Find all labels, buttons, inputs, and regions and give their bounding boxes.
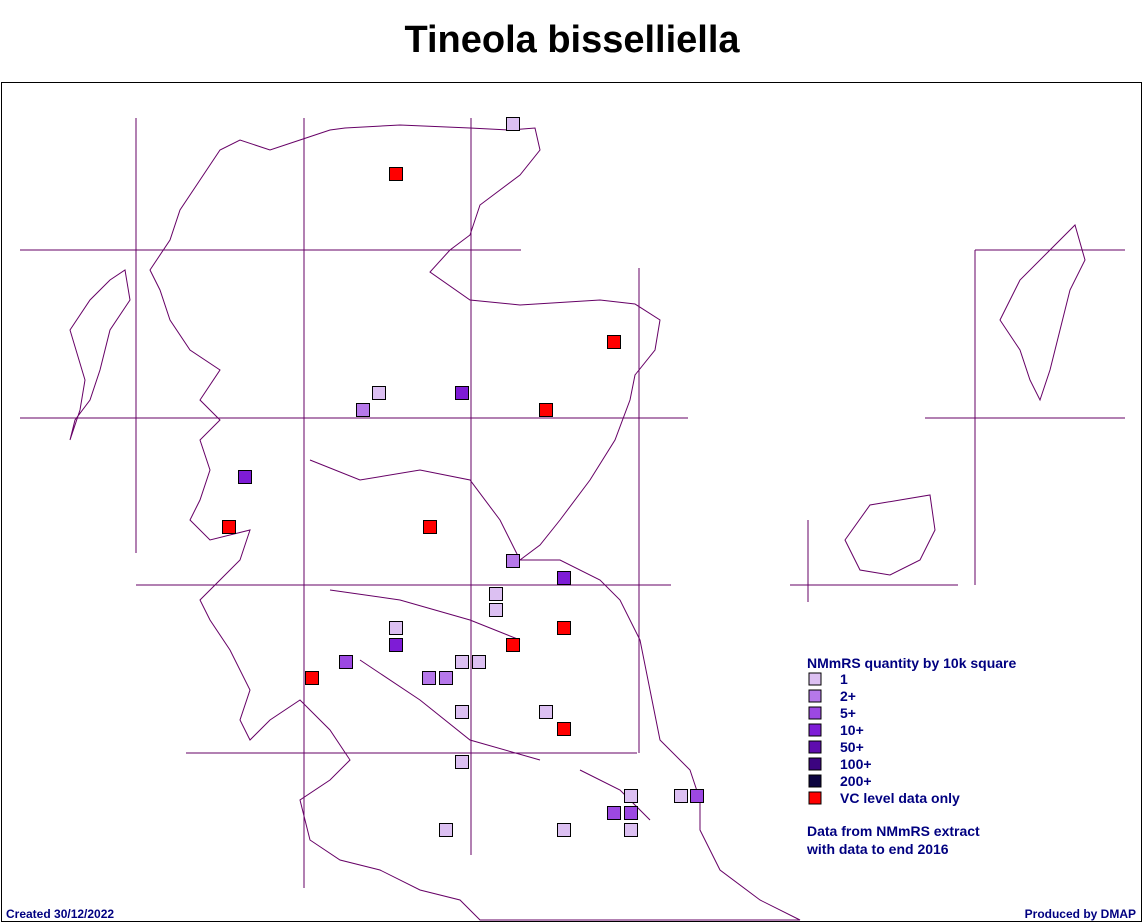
legend-swatch — [808, 740, 822, 754]
record-square — [506, 638, 520, 652]
legend-swatch — [808, 791, 822, 805]
record-square — [557, 621, 571, 635]
legend: 12+5+10+50+100+200+VC level data only — [808, 671, 960, 806]
record-square — [506, 117, 520, 131]
legend-swatch — [808, 757, 822, 771]
record-square — [557, 823, 571, 837]
record-square — [455, 755, 469, 769]
created: Created 30/12/2022 — [6, 907, 114, 921]
legend-label: 50+ — [840, 739, 864, 755]
legend-label: 2+ — [840, 688, 856, 704]
record-square — [690, 789, 704, 803]
record-square — [455, 705, 469, 719]
record-square — [539, 403, 553, 417]
record-square — [389, 621, 403, 635]
records — [222, 117, 704, 837]
record-square — [624, 823, 638, 837]
legend-swatch — [808, 672, 822, 686]
legend-swatch — [808, 689, 822, 703]
record-square — [455, 655, 469, 669]
coastline — [69, 124, 1086, 921]
record-square — [372, 386, 386, 400]
legend-label: 100+ — [840, 756, 872, 772]
record-square — [389, 167, 403, 181]
record-square — [356, 403, 370, 417]
legend-title: NMmRS quantity by 10k square — [807, 655, 1016, 671]
record-square — [506, 554, 520, 568]
legend-label: 10+ — [840, 722, 864, 738]
record-square — [472, 655, 486, 669]
record-square — [455, 386, 469, 400]
record-square — [439, 823, 453, 837]
legend-label: 1 — [840, 671, 848, 687]
record-square — [489, 603, 503, 617]
record-square — [305, 671, 319, 685]
record-square — [489, 587, 503, 601]
record-square — [339, 655, 353, 669]
record-square — [422, 671, 436, 685]
grid — [20, 118, 1125, 888]
record-square — [624, 789, 638, 803]
record-square — [222, 520, 236, 534]
produced: Produced by DMAP — [1025, 907, 1136, 921]
record-square — [238, 470, 252, 484]
record-square — [557, 571, 571, 585]
record-square — [539, 705, 553, 719]
legend-label: 5+ — [840, 705, 856, 721]
title: Tineola bisselliella — [404, 19, 740, 61]
legend-swatch — [808, 774, 822, 788]
legend-swatch — [808, 706, 822, 720]
map-frame — [1, 82, 1142, 922]
note: Data from NMmRS extract — [807, 823, 980, 839]
record-square — [607, 806, 621, 820]
legend-label: 200+ — [840, 773, 872, 789]
note: with data to end 2016 — [806, 841, 949, 857]
record-square — [624, 806, 638, 820]
record-square — [389, 638, 403, 652]
legend-label: VC level data only — [840, 790, 960, 806]
record-square — [674, 789, 688, 803]
record-square — [423, 520, 437, 534]
record-square — [439, 671, 453, 685]
record-square — [607, 335, 621, 349]
legend-swatch — [808, 723, 822, 737]
record-square — [557, 722, 571, 736]
